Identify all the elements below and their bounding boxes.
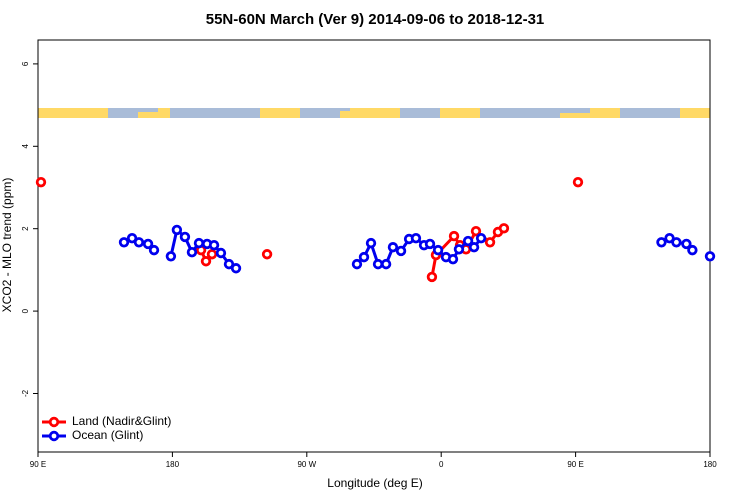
point — [133, 237, 145, 248]
point — [35, 176, 47, 188]
y-tick-label: -2 — [21, 389, 30, 397]
point — [179, 231, 191, 243]
point — [484, 237, 496, 248]
point — [432, 244, 444, 256]
x-tick-label: 90 E — [567, 460, 583, 469]
x-tick-label: 180 — [166, 460, 180, 469]
y-tick-label: 0 — [21, 308, 30, 313]
point — [447, 253, 459, 265]
point — [261, 249, 273, 260]
point — [193, 237, 205, 249]
point — [387, 242, 399, 253]
plot-frame — [37, 39, 711, 453]
point — [468, 242, 480, 253]
point — [410, 232, 422, 244]
point — [148, 244, 160, 256]
point — [200, 256, 212, 267]
point — [453, 244, 465, 255]
point — [681, 238, 692, 250]
y-tick-label: 6 — [21, 61, 30, 66]
legend-marker — [48, 430, 60, 442]
point — [372, 258, 384, 270]
map-strip — [38, 108, 710, 118]
y-tick-label: 4 — [21, 144, 30, 149]
legend-label: Ocean (Glint) — [72, 428, 143, 442]
point — [215, 247, 227, 259]
point — [462, 235, 474, 247]
chart-title: 55N-60N March (Ver 9) 2014-09-06 to 2018… — [206, 11, 545, 28]
point — [395, 245, 407, 257]
point — [186, 246, 198, 258]
point — [358, 251, 370, 263]
x-tick-label: 0 — [439, 460, 444, 469]
point — [118, 237, 130, 248]
point — [426, 271, 438, 283]
y-axis-label: XCO2 - MLO trend (ppm) — [0, 178, 14, 313]
point — [380, 258, 392, 270]
point — [165, 251, 177, 262]
point — [206, 249, 218, 260]
y-tick-label: 2 — [21, 226, 30, 231]
point — [704, 251, 716, 262]
point — [671, 237, 682, 248]
point — [230, 263, 242, 274]
legend-label: Land (Nadir&Glint) — [72, 414, 171, 428]
point — [171, 224, 183, 236]
point — [656, 237, 667, 248]
point — [572, 176, 584, 188]
point — [351, 258, 363, 270]
point — [365, 237, 377, 249]
point — [424, 238, 436, 250]
legend-marker — [48, 416, 60, 428]
point — [142, 238, 154, 250]
point — [208, 239, 220, 251]
point — [475, 232, 487, 244]
point — [470, 225, 482, 237]
x-tick-label: 90 E — [30, 460, 46, 469]
point — [498, 223, 510, 234]
x-tick-label: 90 W — [297, 460, 316, 469]
point — [223, 258, 235, 270]
point — [448, 230, 460, 242]
x-tick-label: 180 — [703, 460, 717, 469]
point — [687, 244, 698, 256]
x-axis-label: Longitude (deg E) — [327, 476, 422, 490]
